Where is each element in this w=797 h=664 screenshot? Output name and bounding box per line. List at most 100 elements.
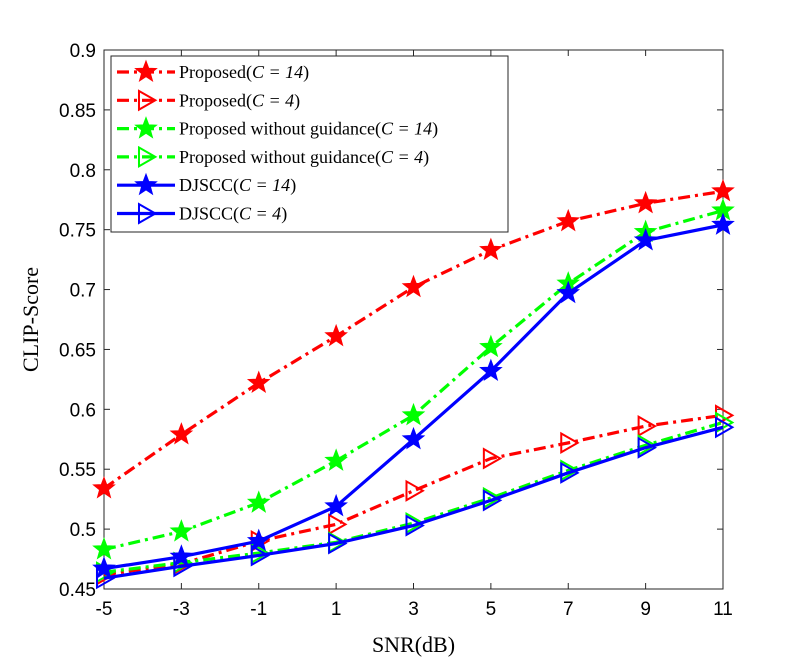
data-point [633,228,658,251]
data-point [560,431,580,454]
data-point [173,555,193,578]
x-axis: -5 -3 -1 1 3 5 7 9 11 [96,50,733,620]
legend-label-close-paren: ) [281,204,287,225]
y-tick-label: 0.55 [59,460,96,481]
legend-marker [134,172,158,196]
x-axis-title: SNR(dB) [372,632,455,657]
series-4 [92,212,735,579]
legend-marker [134,59,158,83]
legend-entry: Proposed(C = 14) [117,59,309,83]
legend-label-name: Proposed without guidance [179,147,375,167]
legend-label-param: C = 14 [381,119,432,139]
legend-label-name: DJSCC [179,175,233,195]
data-point [246,528,271,552]
data-point [246,490,271,513]
legend-entry: DJSCC(C = 4) [117,202,287,225]
y-tick-label: 0.85 [59,101,96,122]
y-tick-label: 0.75 [59,221,96,242]
y-tick-label: 0.9 [70,41,96,62]
data-point [95,567,116,590]
legend-label-name: DJSCC [179,204,233,224]
y-axis: 0.45 0.5 0.55 0.6 0.65 0.7 0.75 0.8 0.85 0.9 [59,41,723,601]
data-point [714,416,735,439]
data-point [324,493,348,517]
legend-marker [134,116,158,139]
data-point [328,513,348,536]
data-point [637,436,657,459]
legend-entry: Proposed(C = 4) [117,89,300,112]
legend-label-param: C = 14 [239,175,290,195]
series-line [103,420,724,574]
x-tick-label: 5 [486,599,497,620]
legend-label-param: C = 14 [252,62,303,82]
legend-label-close-paren: ) [294,90,300,111]
legend-label-param: C = 4 [381,147,423,167]
series-layer [92,178,735,590]
legend-label-name: Proposed [179,90,246,110]
data-point [246,370,271,394]
legend-label-param: C = 4 [239,204,281,224]
x-tick-label: -3 [173,599,190,620]
legend-entry: DJSCC(C = 14) [117,172,296,196]
data-point [405,514,425,537]
y-tick-label: 0.45 [59,580,96,601]
legend-label: Proposed without guidance(C = 4) [179,147,429,168]
data-point [479,358,503,382]
x-tick-label: 7 [563,599,574,620]
legend-label-name: Proposed without guidance [179,119,375,139]
legend-label-open-paren: ( [246,90,252,111]
series-line [103,425,724,580]
legend-label-param: C = 4 [252,90,294,110]
y-tick-label: 0.6 [70,400,96,421]
x-tick-label: 9 [640,599,651,620]
legend-marker [137,202,158,225]
y-tick-label: 0.8 [70,161,96,182]
legend-label-open-paren: ( [375,147,381,168]
data-point [482,489,503,512]
x-tick-label: -5 [96,599,113,620]
legend-label-close-paren: ) [290,175,296,196]
data-point [556,208,581,232]
legend-label-open-paren: ( [246,62,252,83]
data-point [401,426,426,450]
legend-label-open-paren: ( [375,119,381,140]
legend-marker [137,145,158,168]
y-tick-label: 0.5 [70,520,96,541]
series-line [103,413,724,577]
legend-label-close-paren: ) [423,147,429,168]
data-point [324,448,348,471]
data-point [328,532,348,555]
legend-box [110,55,509,233]
data-point [92,475,116,499]
legend-label-close-paren: ) [432,119,438,140]
x-tick-label: 3 [408,599,419,620]
legend-label: DJSCC(C = 14) [179,175,296,196]
data-point [711,178,735,202]
legend-marker [137,89,158,112]
legend-entry: Proposed without guidance(C = 4) [117,145,429,168]
legend-label: Proposed without guidance(C = 14) [179,119,438,140]
series-5 [95,416,735,590]
data-point [637,415,657,438]
series-line [103,208,724,552]
legend-label: Proposed(C = 14) [179,62,309,83]
legend-label-open-paren: ( [233,175,239,196]
data-point [556,280,581,304]
data-point [479,334,503,358]
legend-entry: Proposed without guidance(C = 14) [117,116,438,140]
legend-label-name: Proposed [179,62,246,82]
y-tick-label: 0.65 [59,340,96,361]
legend-label: Proposed(C = 4) [179,90,300,111]
y-tick-label: 0.7 [70,281,96,302]
data-point [401,274,426,298]
data-point [711,212,735,235]
data-point [401,402,426,426]
legend: Proposed(C = 14)Proposed(C = 4)Proposed … [110,55,509,233]
data-point [169,422,194,445]
legend-label-open-paren: ( [233,204,239,225]
y-axis-title: CLIP-Score [18,267,43,372]
series-0 [92,178,735,499]
data-point [633,190,658,214]
x-tick-label: -1 [250,599,267,620]
